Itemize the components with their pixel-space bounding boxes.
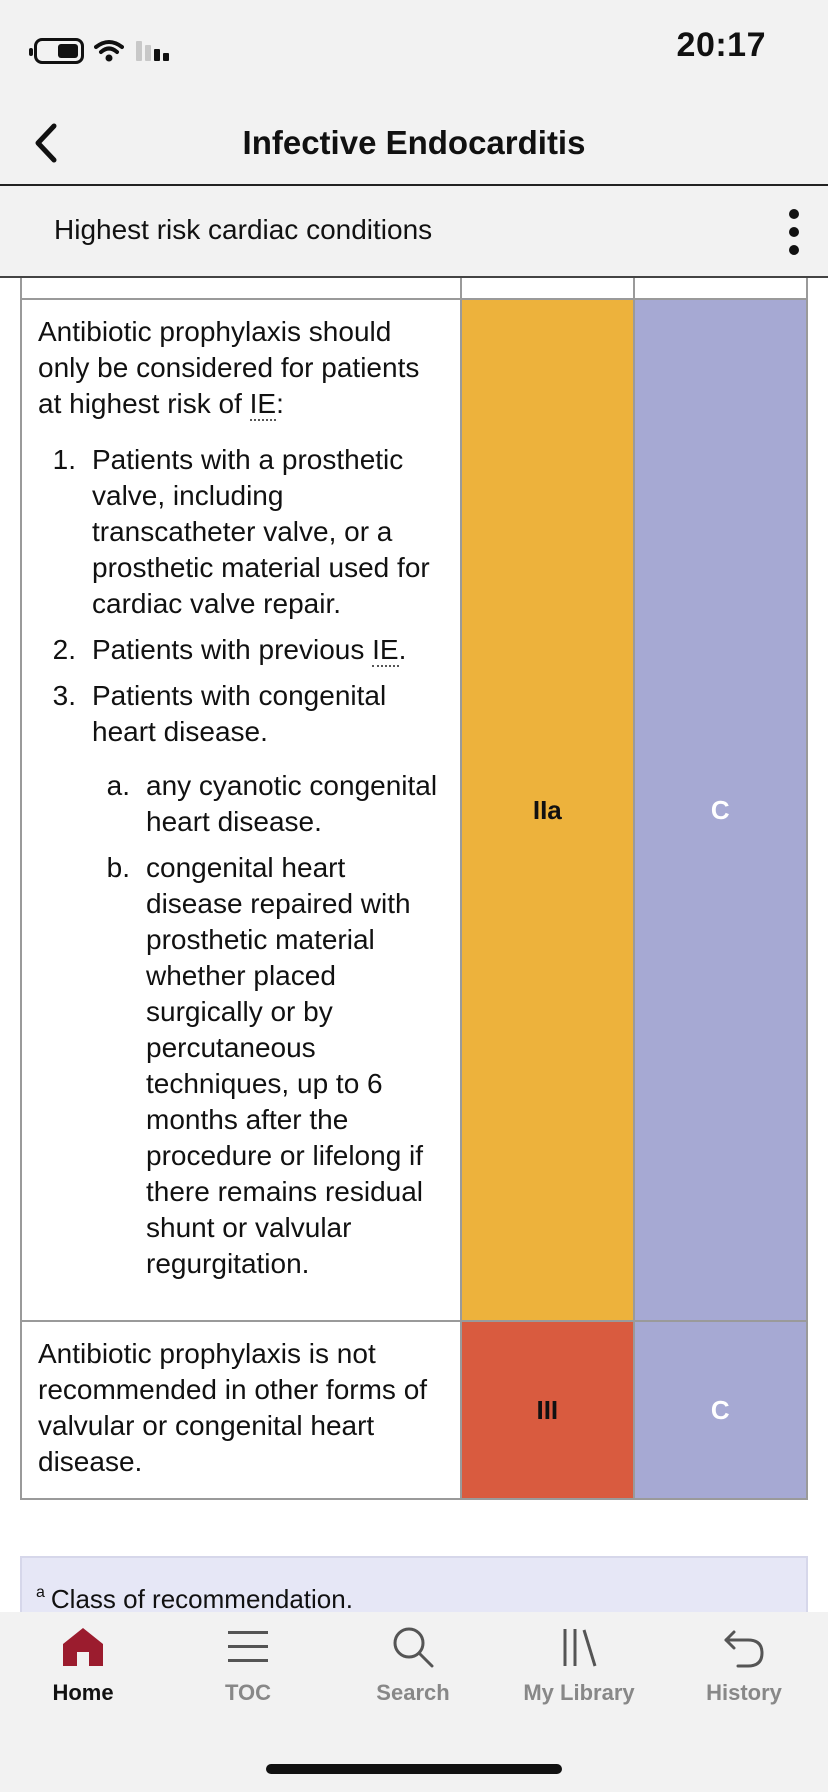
tab-bar: Home TOC Search My Library History [0,1612,828,1792]
tab-label: TOC [224,1680,272,1705]
more-options-button[interactable] [774,204,814,260]
wifi-icon [94,40,124,62]
recommendation-text: Antibiotic prophylaxis should only be co… [19,298,463,1322]
class-badge: III [460,1320,635,1500]
content-area[interactable]: Antibiotic prophylaxis should only be co… [0,278,828,1612]
tab-my-library[interactable]: My Library [496,1626,662,1736]
history-icon [724,1630,764,1668]
tab-home[interactable]: Home [0,1626,166,1736]
recommendation-text: Antibiotic prophylaxis is not recommende… [19,1320,463,1500]
abbreviation-ie[interactable]: IE [249,388,277,421]
nav-bar: Infective Endocarditis [0,100,828,186]
status-icons [29,36,174,66]
table-row: Antibiotic prophylaxis is not recommende… [19,1320,809,1500]
table-row: Antibiotic prophylaxis should only be co… [19,298,809,1322]
condition-list: 1. Patients with a prosthetic valve, inc… [38,442,444,1292]
library-icon [563,1629,597,1667]
list-item: 1. Patients with a prosthetic valve, inc… [52,444,430,619]
signal-icon [136,41,169,61]
level-badge: C [632,1320,809,1500]
tab-label: Home [52,1680,114,1705]
section-header: Highest risk cardiac conditions [0,186,828,278]
section-title: Highest risk cardiac conditions [54,214,433,245]
more-vertical-icon [789,209,799,255]
back-button[interactable] [24,118,74,168]
sub-list-item: b. congenital heart disease repaired wit… [106,852,424,1279]
footnote-marker: a [36,1584,45,1601]
status-time: 20:17 [676,26,766,64]
tab-search[interactable]: Search [330,1626,496,1736]
footnote-text: Class of recommendation. [50,1584,353,1614]
list-item: 3. Patients with congenital heart diseas… [38,678,444,1292]
tab-label: History [706,1680,782,1705]
list-icon [228,1631,268,1662]
sub-condition-list: a. any cyanotic congenital heart disease… [92,768,444,1282]
home-icon [63,1628,103,1666]
list-item: 2. Patients with previous IE. [52,634,407,667]
tab-label: My Library [523,1680,635,1705]
battery-icon [29,38,84,64]
tab-history[interactable]: History [661,1626,827,1736]
class-badge: IIa [460,298,635,1322]
page-title: Infective Endocarditis [242,124,586,161]
recommendation-intro: Antibiotic prophylaxis should only be co… [38,316,420,421]
abbreviation-ie[interactable]: IE [372,634,399,667]
search-icon [393,1627,434,1668]
sub-list-item: a. any cyanotic congenital heart disease… [106,770,438,837]
status-bar: 20:17 [0,0,828,100]
home-indicator [266,1764,562,1774]
tab-label: Search [376,1680,450,1705]
recommendation-table: Antibiotic prophylaxis should only be co… [19,278,809,1500]
tab-toc[interactable]: TOC [165,1626,331,1736]
chevron-left-icon [35,123,57,163]
level-badge: C [632,298,809,1322]
table-header-row [19,278,809,300]
